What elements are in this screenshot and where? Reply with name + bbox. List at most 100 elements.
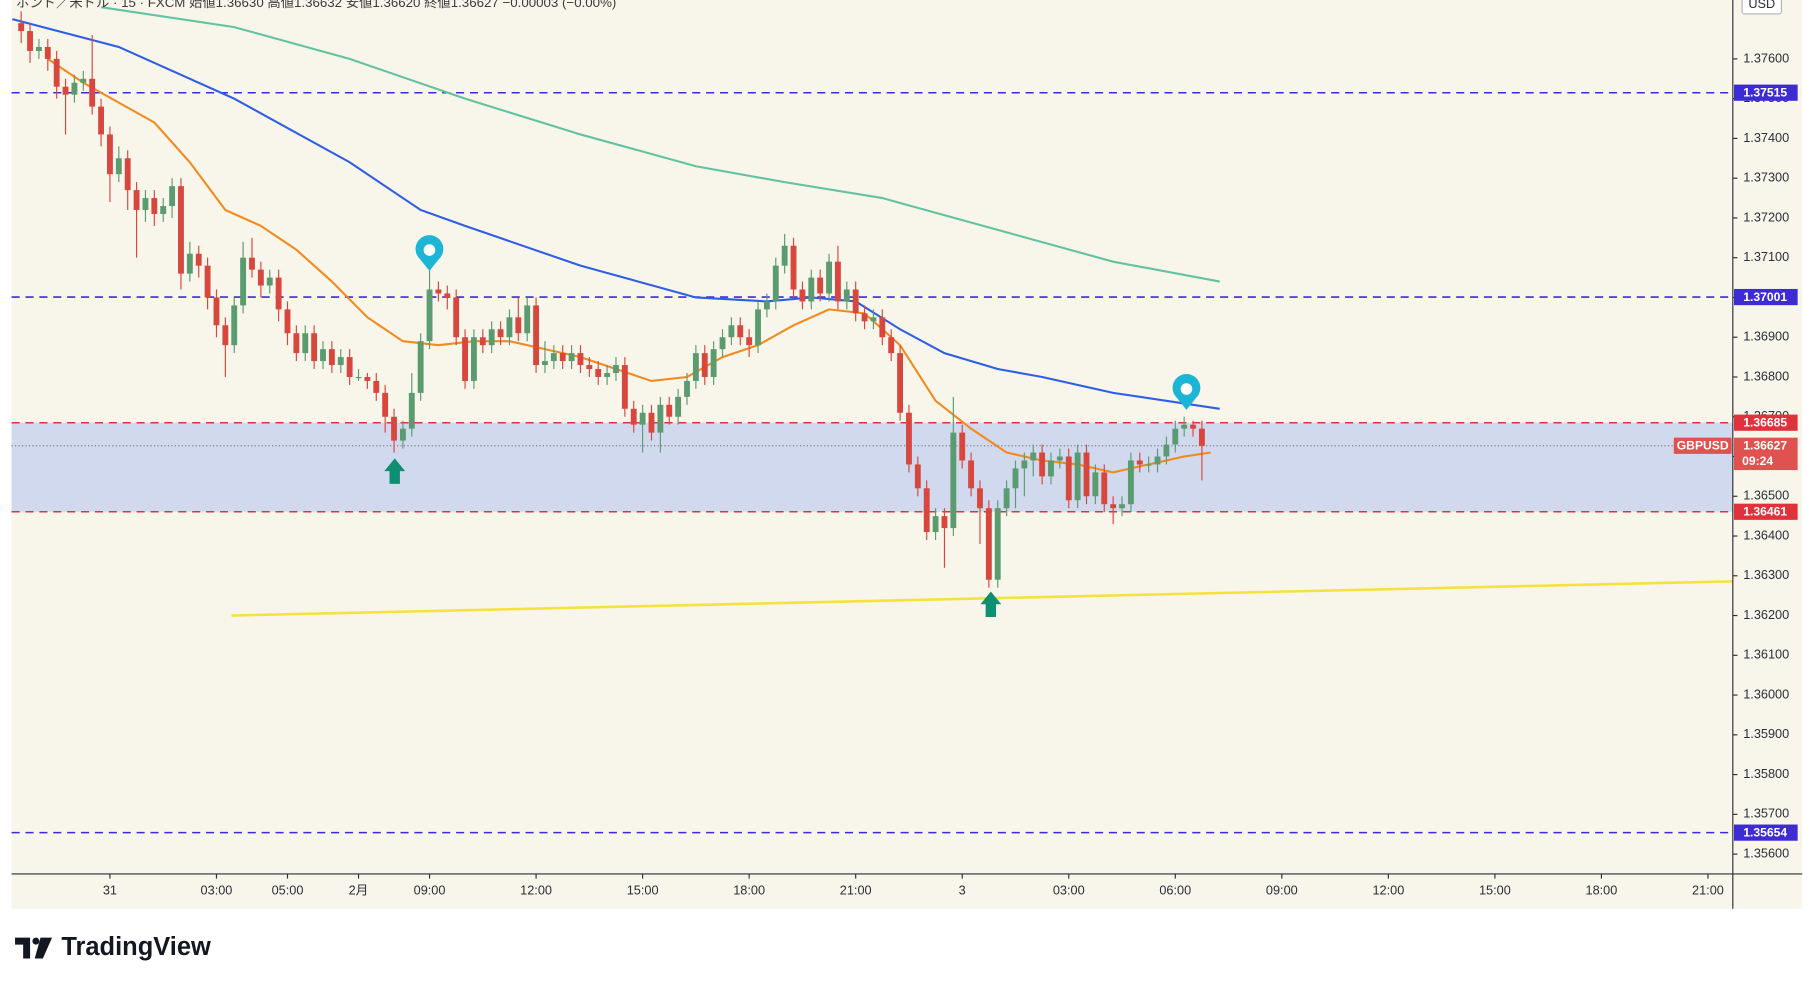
candle-body [968, 460, 975, 489]
candle-body [604, 373, 611, 377]
candle-body [488, 329, 495, 346]
trendline [231, 580, 1733, 617]
candle-body [364, 376, 371, 381]
candle-body [302, 333, 309, 354]
y-tick-label: 1.36300 [1743, 567, 1789, 582]
support-zone [11, 422, 1733, 512]
candle-body [1163, 444, 1170, 457]
candle-body [719, 337, 726, 350]
candle-body [808, 277, 815, 302]
candle-body [382, 392, 389, 417]
candle-body [1092, 472, 1099, 497]
chart-header: ポンド／米ドル · 15 · FXCM 始値1.36630 高値1.36632 … [16, 0, 616, 10]
candle-body [1154, 456, 1161, 465]
y-tick-label: 1.37600 [1743, 50, 1789, 65]
x-tick-label: 15:00 [1479, 883, 1511, 898]
level-label: 1.36461 [1743, 505, 1787, 519]
axes: USD 1.376001.375001.374001.373001.372001… [11, 0, 1803, 909]
candle-body [355, 376, 362, 379]
candle-body [506, 317, 513, 338]
candle-body [44, 46, 51, 59]
candle-body [204, 265, 211, 298]
candle-body [35, 46, 42, 51]
candle-body [160, 206, 167, 214]
candle-body [817, 277, 824, 294]
y-tick-label: 1.35800 [1743, 766, 1789, 781]
candle-body [195, 253, 202, 266]
candle-body [426, 289, 433, 342]
last-price-box [1733, 437, 1798, 471]
candle-body [1172, 428, 1179, 445]
level-label: 1.36685 [1743, 415, 1787, 429]
level-label-box [1733, 84, 1798, 101]
y-tick-label: 1.35900 [1743, 726, 1789, 741]
candle-body [222, 325, 229, 346]
y-tick-label: 1.36100 [1743, 647, 1789, 662]
candle-body [621, 365, 628, 409]
signal-markers [384, 235, 1201, 618]
candle-body [1136, 460, 1143, 465]
candle-body [1127, 460, 1134, 505]
x-tick-label: 12:00 [1372, 883, 1404, 898]
x-tick-label: 15:00 [627, 883, 659, 898]
candle-body [533, 305, 540, 366]
candle-body [1110, 504, 1117, 509]
candle-body [799, 289, 806, 302]
candle-body [169, 186, 176, 207]
candle-body [1012, 468, 1019, 489]
low-arrow [384, 458, 406, 484]
candle-body [959, 432, 966, 461]
moving-average [100, 6, 1220, 283]
level-label: 1.35654 [1743, 825, 1787, 839]
candle-body [1119, 504, 1125, 509]
candle-body [1056, 456, 1063, 461]
symbol-label-box [1673, 437, 1732, 454]
x-tick-label: 09:00 [414, 883, 446, 898]
candle-body [257, 269, 264, 286]
candle-body [923, 488, 930, 533]
candle-body [1101, 472, 1108, 505]
x-tick-label: 09:00 [1266, 883, 1298, 898]
candle-body [231, 305, 238, 346]
candle-body [906, 412, 912, 465]
candle-body [479, 337, 486, 346]
level-label-box [1733, 414, 1798, 431]
candle-body [1181, 424, 1188, 429]
candle-body [399, 428, 406, 441]
candle-body [1065, 456, 1072, 501]
candle-body [71, 82, 78, 95]
y-tick-label: 1.35600 [1743, 845, 1789, 860]
candle-body [408, 392, 415, 429]
candle-body [373, 380, 380, 393]
x-tick-label: 05:00 [272, 883, 304, 898]
brand-logo [15, 937, 53, 959]
candle-body [1003, 488, 1010, 509]
y-tick-label: 1.36500 [1743, 488, 1789, 503]
countdown-label: 09:24 [1742, 454, 1773, 468]
candle-body [284, 309, 291, 334]
candle-body [249, 257, 255, 270]
last-price-label: 1.36627 [1743, 439, 1787, 453]
candle-body [790, 245, 797, 290]
candle-body [462, 337, 468, 381]
candle-body [950, 432, 957, 529]
candle-body [772, 265, 779, 302]
brand-name: TradingView [61, 933, 211, 961]
candle-body [692, 353, 699, 381]
x-tick-label: 18:00 [1586, 883, 1618, 898]
symbol-label: GBPUSD [1677, 439, 1729, 453]
x-tick-label: 21:00 [840, 883, 872, 898]
candle-body [524, 305, 531, 334]
y-tick-label: 1.36800 [1743, 368, 1789, 383]
candle-body [133, 190, 140, 210]
candle-body [1074, 452, 1081, 501]
candle-body [932, 516, 939, 533]
candle-body [346, 357, 353, 377]
candle-body [89, 78, 96, 107]
currency-label: USD [1748, 0, 1775, 11]
x-tick-label: 03:00 [201, 883, 233, 898]
candle-body [1039, 452, 1046, 477]
level-label-box [1733, 824, 1798, 841]
candle-body [1021, 460, 1028, 469]
